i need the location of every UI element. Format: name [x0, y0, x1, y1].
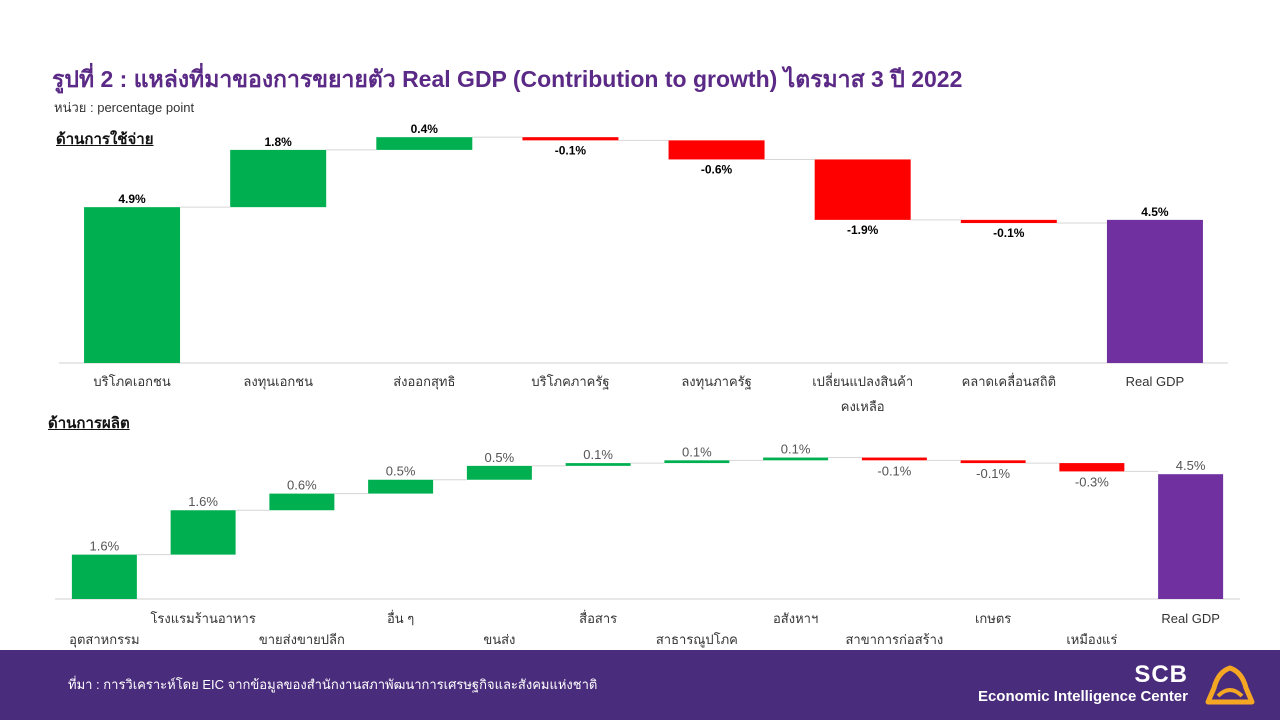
scb-logo-icon	[1205, 665, 1255, 705]
category-label-4: บริโภคภาครัฐ	[531, 374, 609, 390]
data-label-5: 0.5%	[485, 450, 515, 465]
bar-12	[1158, 474, 1224, 599]
data-label-5: -0.6%	[701, 162, 733, 176]
data-label-6: -1.9%	[847, 223, 879, 237]
data-label-11: -0.3%	[1075, 474, 1109, 489]
data-label-7: -0.1%	[993, 226, 1025, 240]
data-label-1: 4.9%	[118, 192, 146, 206]
bar-3	[376, 137, 473, 150]
category-label-8: Real GDP	[1126, 374, 1185, 389]
category-label-8: อสังหาฯ	[773, 611, 818, 626]
category-label-4: อื่น ๆ	[387, 610, 414, 626]
category-label-1: บริโภคเอกชน	[93, 374, 170, 389]
data-label-4: 0.5%	[386, 464, 416, 479]
data-label-2: 1.8%	[265, 135, 293, 149]
footer-bar: ที่มา : การวิเคราะห์โดย EIC จากข้อมูลของ…	[0, 650, 1280, 720]
production-waterfall-chart: 1.6% อุตสาหกรรม 1.6% โรงแรมร้านอาหาร 0.6% ขาย…	[55, 442, 1240, 648]
bar-10	[960, 460, 1026, 464]
page-title: รูปที่ 2 : แหล่งที่มาของการขยายตัว Real …	[52, 66, 963, 92]
expenditure-waterfall-chart: 4.9% บริโภคเอกชน 1.8% ลงทุนเอกชน 0.4% ส่งออกส…	[59, 122, 1228, 414]
data-label-8: 0.1%	[781, 442, 811, 457]
category-label-2: โรงแรมร้านอาหาร	[150, 611, 255, 626]
category-label-1: อุตสาหกรรม	[69, 632, 139, 648]
source-note: ที่มา : การวิเคราะห์โดย EIC จากข้อมูลของ…	[68, 677, 598, 692]
bar-1	[71, 554, 137, 599]
data-label-12: 4.5%	[1176, 458, 1206, 473]
category-label-10: เกษตร	[975, 611, 1011, 626]
category-label-7: สาธารณูปโภค	[656, 632, 738, 648]
bar-2	[170, 510, 236, 555]
data-label-4: -0.1%	[555, 143, 587, 157]
bar-7	[664, 460, 730, 464]
brand-name: SCB	[1134, 661, 1188, 688]
category-label-12: Real GDP	[1161, 611, 1220, 626]
data-label-6: 0.1%	[583, 447, 613, 462]
category-label-6: สื่อสาร	[579, 610, 617, 626]
section-label-expenditure: ด้านการใช้จ่าย	[56, 131, 154, 148]
data-label-8: 4.5%	[1141, 205, 1169, 219]
bar-1	[84, 207, 181, 363]
bar-8	[763, 457, 829, 461]
bar-2	[230, 149, 327, 208]
data-label-10: -0.1%	[976, 466, 1010, 481]
brand-subtitle: Economic Intelligence Center	[977, 688, 1188, 705]
bar-6	[565, 463, 631, 466]
data-label-2: 1.6%	[188, 494, 218, 509]
category-label-7: คลาดเคลื่อนสถิติ	[962, 373, 1056, 389]
data-label-3: 0.4%	[411, 122, 439, 136]
bar-8	[1106, 219, 1203, 363]
bar-4	[368, 479, 434, 494]
bar-6	[814, 159, 911, 220]
bar-3	[269, 493, 335, 511]
category-label-11: เหมืองแร่	[1066, 632, 1117, 647]
category-label-5: ลงทุนภาครัฐ	[681, 374, 752, 390]
bar-5	[668, 140, 765, 160]
section-label-production: ด้านการผลิต	[48, 415, 130, 432]
bar-5	[466, 465, 532, 480]
data-label-9: -0.1%	[877, 463, 911, 478]
category-label-3: ส่งออกสุทธิ	[393, 374, 455, 390]
category-label-2: ลงทุนเอกชน	[243, 374, 313, 390]
data-label-7: 0.1%	[682, 444, 712, 459]
data-label-1: 1.6%	[90, 539, 120, 554]
bar-11	[1059, 463, 1125, 472]
bar-7	[960, 219, 1057, 224]
bar-9	[861, 457, 927, 461]
data-label-3: 0.6%	[287, 478, 317, 493]
category-label-9: สาขาการก่อสร้าง	[845, 632, 943, 647]
category-label-6: เปลี่ยนแปลงสินค้าคงเหลือ	[812, 373, 913, 414]
category-label-3: ขายส่งขายปลีก	[259, 632, 345, 647]
unit-label: หน่วย : percentage point	[54, 100, 195, 115]
brand-block: SCB Economic Intelligence Center	[978, 662, 1188, 706]
category-label-5: ขนส่ง	[483, 632, 515, 647]
bar-4	[522, 137, 619, 141]
